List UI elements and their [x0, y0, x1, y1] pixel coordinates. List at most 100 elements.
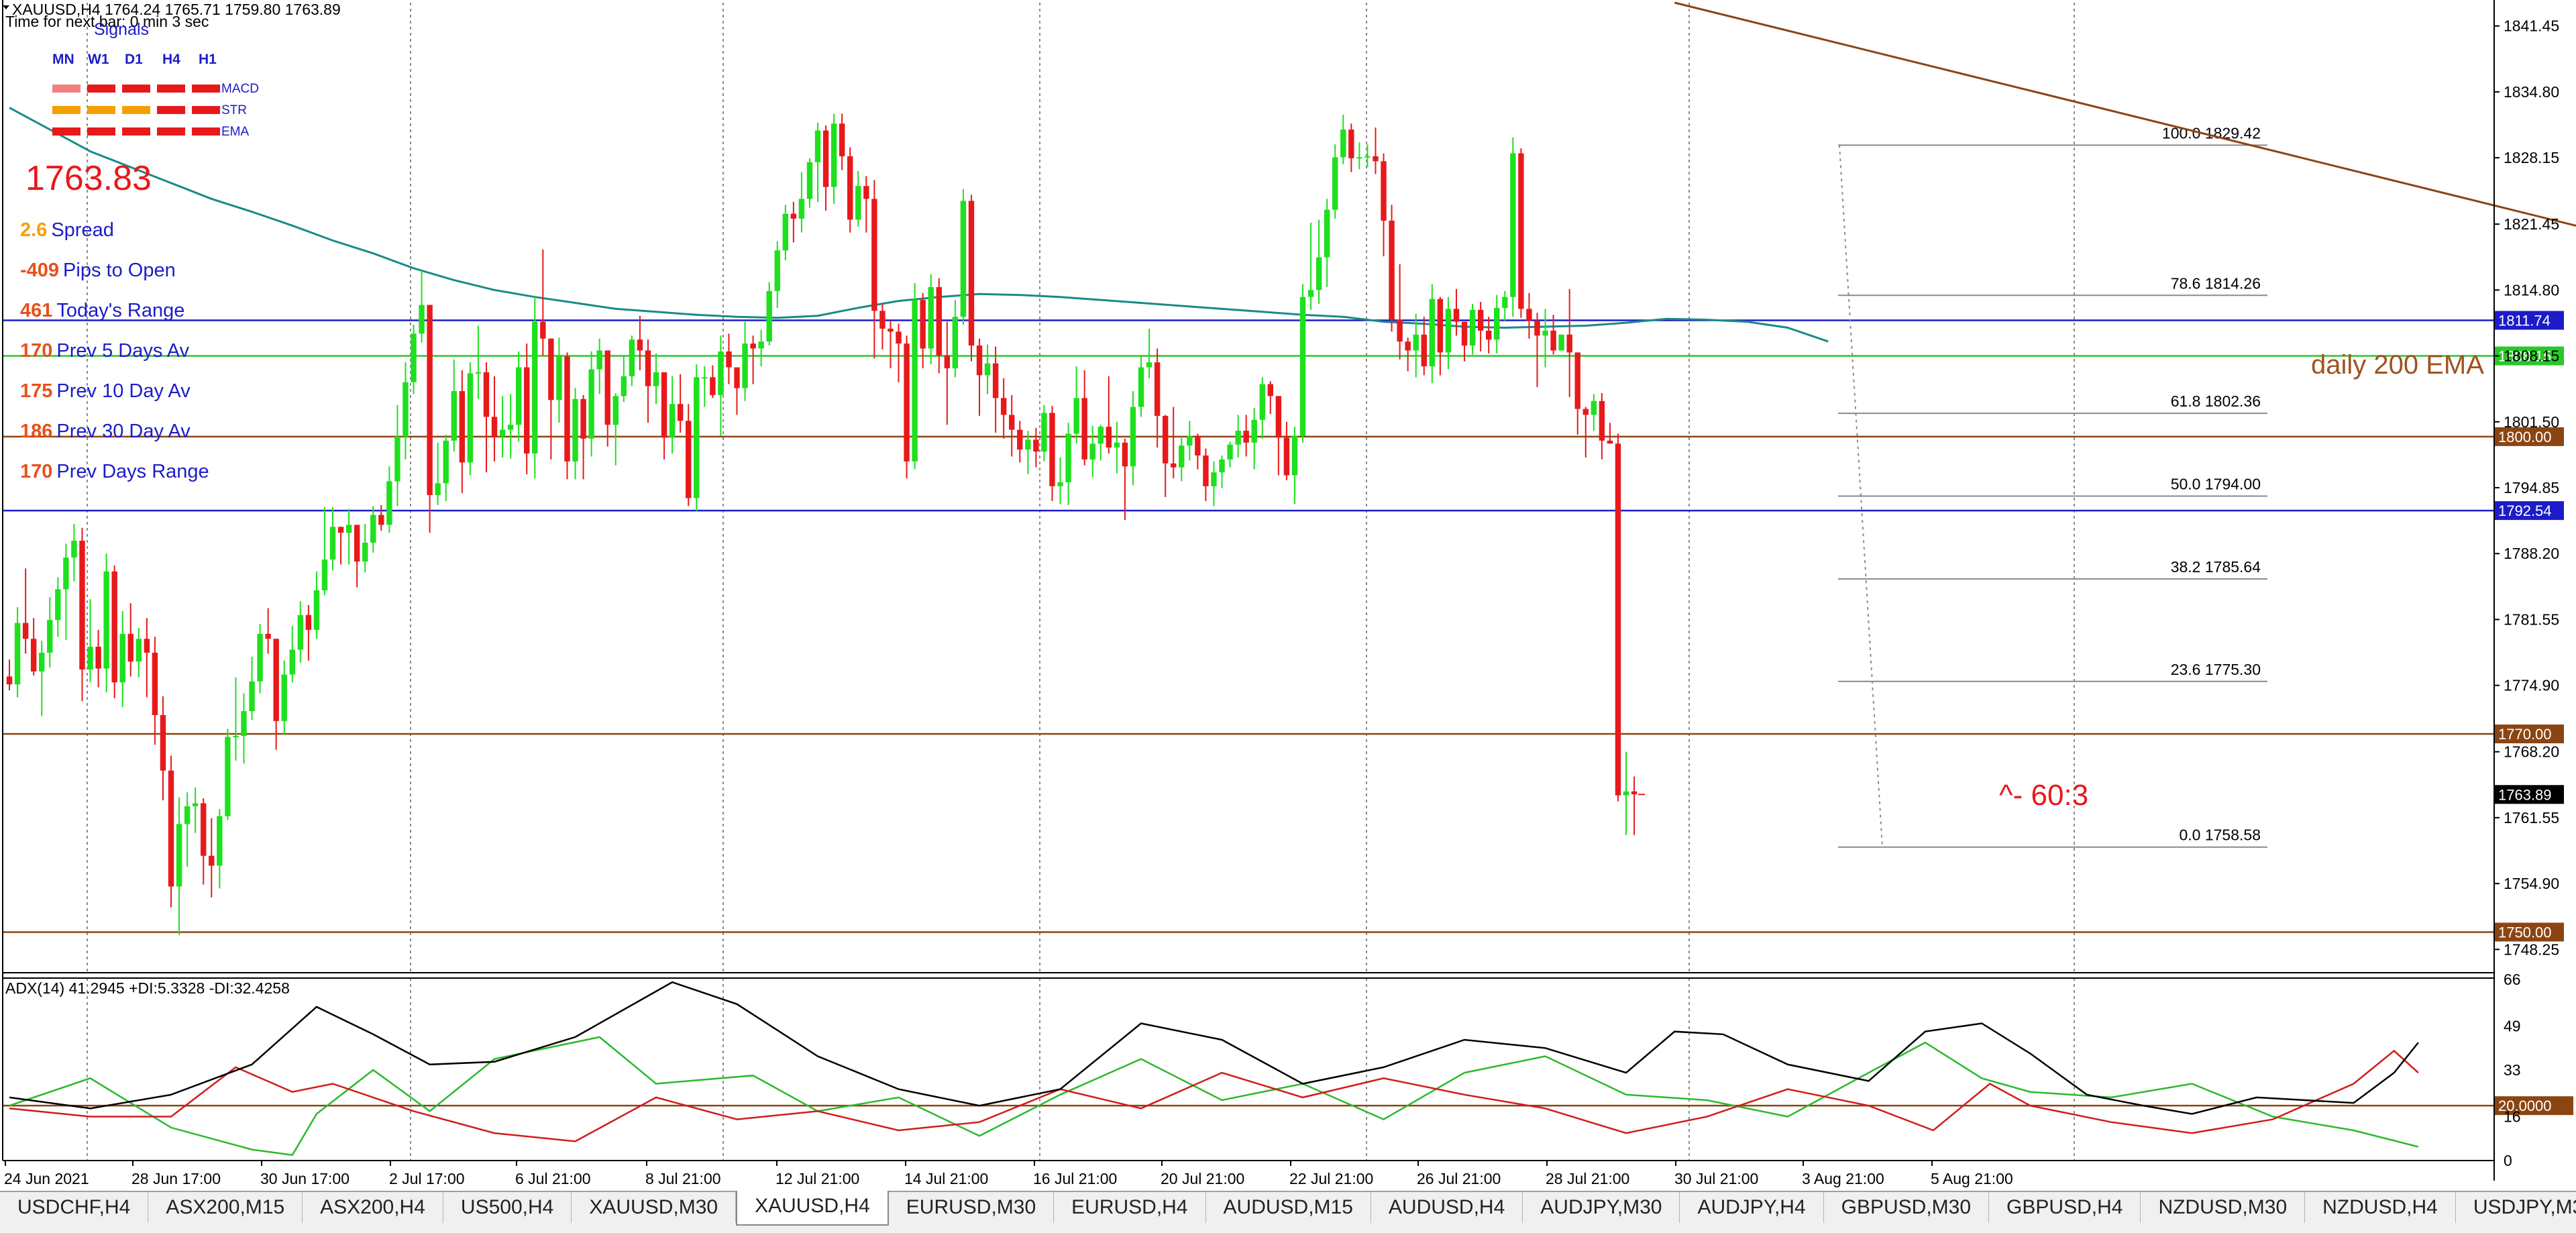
- candle-body: [1445, 309, 1452, 353]
- level-price-label: 1750.00: [2498, 924, 2552, 941]
- signal-row-label: EMA: [221, 125, 250, 139]
- candle-body: [225, 737, 231, 816]
- candle-body: [1171, 463, 1177, 468]
- stat-row: 186 Prev 30 Day Av: [20, 421, 191, 442]
- candle: [160, 696, 166, 800]
- tab-usdjpy-m30[interactable]: USDJPY,M30: [2456, 1192, 2576, 1223]
- candle-body: [806, 162, 813, 199]
- tab-audusd-m15[interactable]: AUDUSD,M15: [1206, 1192, 1371, 1223]
- candle-body: [1299, 297, 1306, 436]
- candle-body: [1461, 321, 1468, 346]
- fib-level-label: 0.0 1758.58: [2179, 826, 2261, 844]
- candle: [30, 618, 37, 676]
- candle-body: [499, 429, 506, 437]
- tab-asx200-m15[interactable]: ASX200,M15: [148, 1192, 303, 1223]
- candle: [1316, 219, 1322, 305]
- candle-body: [1607, 440, 1613, 444]
- stat-label: Spread: [51, 219, 114, 241]
- x-tick-label: 28 Jul 21:00: [1546, 1170, 1629, 1187]
- symbol-line: XAUUSD,H4 1764.24 1765.71 1759.80 1763.8…: [12, 1, 341, 18]
- tab-nzdusd-m30[interactable]: NZDUSD,M30: [2141, 1192, 2306, 1223]
- candle: [297, 601, 304, 663]
- stat-value: 186: [20, 421, 52, 442]
- x-tick-label: 5 Aug 21:00: [1931, 1170, 2013, 1187]
- stat-value: 461: [20, 300, 52, 321]
- candle: [1582, 407, 1589, 458]
- candle: [1373, 127, 1379, 174]
- trendline[interactable]: [1674, 1, 2576, 331]
- candle-body: [1000, 398, 1007, 415]
- adx-y-tick-label: 49: [2504, 1018, 2521, 1035]
- candle: [63, 543, 69, 640]
- candle-body: [1097, 427, 1104, 444]
- candle: [1299, 284, 1306, 443]
- tab-eurusd-m30[interactable]: EURUSD,M30: [889, 1192, 1055, 1223]
- candle-body: [451, 390, 457, 441]
- candle: [734, 367, 740, 415]
- candle-body: [1041, 413, 1047, 452]
- tab-gbpusd-m30[interactable]: GBPUSD,M30: [1824, 1192, 1990, 1223]
- candle: [1502, 290, 1508, 321]
- y-tick-label: 1754.90: [2504, 875, 2559, 892]
- candle: [750, 335, 756, 384]
- tab-usdchf-h4[interactable]: USDCHF,H4: [0, 1192, 149, 1223]
- y-tick-label: 1794.85: [2504, 479, 2559, 496]
- tab-audusd-h4[interactable]: AUDUSD,H4: [1371, 1192, 1523, 1223]
- candle: [1203, 448, 1209, 501]
- horizontal-levels[interactable]: 1811.741808.151800.001792.541770.001750.…: [3, 311, 2564, 942]
- candle: [435, 442, 441, 505]
- candle-body: [411, 333, 417, 382]
- candle: [354, 525, 360, 588]
- candle: [968, 195, 975, 362]
- candle: [1340, 114, 1346, 164]
- level-price-label: 1808.15: [2498, 348, 2552, 365]
- y-tick-label: 1828.15: [2504, 149, 2559, 166]
- tab-audjpy-h4[interactable]: AUDJPY,H4: [1680, 1192, 1824, 1223]
- candle-body: [1065, 433, 1071, 482]
- trendline-line[interactable]: [1674, 1, 2576, 331]
- tab-us500-h4[interactable]: US500,H4: [443, 1192, 572, 1223]
- candle-body: [1227, 444, 1233, 460]
- signal-cell: [157, 85, 185, 93]
- candle-body: [524, 367, 530, 454]
- candle-body: [419, 305, 425, 334]
- candle: [604, 350, 610, 447]
- candle: [1130, 390, 1136, 486]
- tab-asx200-h4[interactable]: ASX200,H4: [303, 1192, 443, 1223]
- candle-body: [629, 339, 635, 376]
- candle-body: [329, 527, 336, 560]
- symbol-tab-bar: USDCHF,H4 ASX200,M15 ASX200,H4 US500,H4 XAUU…: [0, 1191, 2576, 1233]
- tab-xauusd-h4[interactable]: XAUUSD,H4: [736, 1191, 889, 1226]
- candle: [1389, 205, 1395, 332]
- candle-body: [152, 652, 158, 715]
- tab-nzdusd-h4[interactable]: NZDUSD,H4: [2305, 1192, 2456, 1223]
- candle: [1138, 356, 1144, 417]
- candle: [814, 122, 821, 202]
- candle: [694, 364, 700, 511]
- candle: [774, 241, 780, 308]
- candle: [548, 338, 554, 460]
- candle-body: [1179, 445, 1185, 468]
- candle-body: [879, 311, 885, 329]
- candle-body: [87, 647, 93, 670]
- candle-body: [1429, 299, 1436, 367]
- tab-audjpy-m30[interactable]: AUDJPY,M30: [1523, 1192, 1680, 1223]
- candle: [1219, 455, 1225, 488]
- candle: [95, 629, 101, 688]
- tab-eurusd-h4[interactable]: EURUSD,H4: [1054, 1192, 1206, 1223]
- candle: [467, 362, 474, 476]
- symbol-menu-triangle-icon[interactable]: [3, 5, 9, 9]
- candle: [1000, 378, 1007, 439]
- tab-xauusd-m30[interactable]: XAUUSD,M30: [572, 1192, 737, 1223]
- tab-gbpusd-h4[interactable]: GBPUSD,H4: [1989, 1192, 2141, 1223]
- candle-body: [920, 300, 926, 349]
- candle-body: [370, 515, 376, 543]
- candle: [1081, 370, 1087, 466]
- candle-body: [71, 541, 77, 558]
- candle-body: [1195, 435, 1201, 455]
- candle: [1154, 348, 1161, 448]
- signal-cell: [192, 85, 220, 93]
